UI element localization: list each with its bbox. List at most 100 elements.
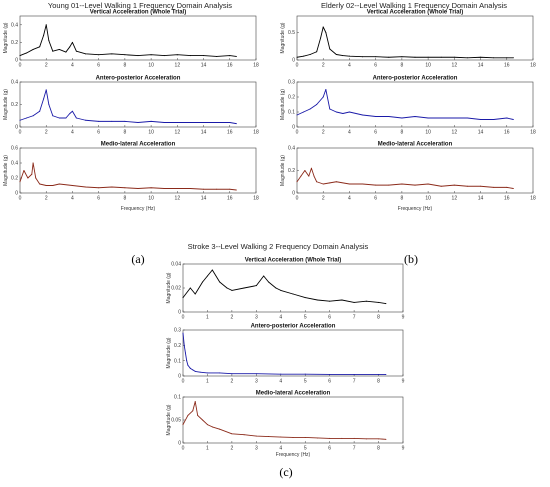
data-point [235, 55, 237, 57]
data-point [512, 57, 514, 59]
data-point [206, 372, 208, 374]
data-point [187, 414, 189, 416]
data-point [388, 184, 390, 186]
data-point [137, 188, 139, 189]
panel-caption: (b) [404, 252, 418, 266]
y-tick-label: 0 [292, 58, 295, 64]
x-tick-label: 3 [255, 379, 258, 385]
data-point [111, 120, 113, 122]
x-tick-label: 1 [206, 379, 209, 385]
x-tick-label: 10 [148, 130, 154, 136]
y-tick-label: 0.2 [288, 168, 295, 174]
data-point [296, 56, 298, 58]
data-point [480, 119, 482, 120]
subplot-title: Medio-lateral Acceleration [101, 142, 176, 148]
data-point [329, 48, 331, 50]
y-tick-label: 0.2 [174, 343, 181, 349]
data-point [229, 188, 231, 190]
x-tick-label: 2 [230, 315, 233, 321]
data-point [229, 55, 231, 57]
data-point [493, 119, 495, 120]
data-point [69, 46, 71, 48]
x-axis-label: Frequency (Hz) [121, 206, 156, 212]
data-point [182, 332, 184, 334]
y-tick-label: 0.02 [171, 286, 181, 292]
subplot-1: Vertical Acceleration (Whole Trial) 0 0.2 0… [3, 10, 259, 69]
chart-panel-1: Young 01--Level Walking 1 Frequency Doma… [3, 1, 259, 266]
series-line [296, 167, 514, 189]
data-point [231, 289, 233, 291]
x-tick-label: 18 [530, 196, 536, 202]
data-point [255, 373, 257, 375]
data-point [375, 184, 377, 186]
chart-title: Elderly 02--Level Walking 1 Frequency Do… [321, 1, 507, 10]
y-tick-label: 0 [178, 441, 181, 447]
data-point [275, 287, 277, 289]
x-tick-label: 16 [227, 196, 233, 202]
data-point [365, 300, 367, 302]
data-point [98, 120, 100, 122]
plot-frame [19, 81, 257, 128]
data-point [365, 438, 367, 440]
data-point [335, 181, 337, 183]
y-tick-label: 0 [292, 125, 295, 131]
x-tick-label: 1 [206, 315, 209, 321]
x-tick-label: 8 [377, 446, 380, 452]
data-point [303, 55, 305, 57]
data-point [348, 55, 350, 57]
data-point [480, 185, 482, 187]
data-point [292, 436, 294, 438]
data-point [453, 184, 455, 186]
data-point [362, 183, 364, 185]
data-point [296, 181, 298, 183]
data-point [203, 188, 205, 190]
y-tick-label: 0.2 [11, 176, 18, 182]
data-point [163, 122, 165, 123]
data-point [440, 185, 442, 187]
x-tick-label: 0 [182, 315, 185, 321]
y-tick-label: 0.2 [11, 40, 18, 46]
x-tick-label: 4 [348, 63, 351, 69]
data-point [362, 114, 364, 116]
x-tick-label: 5 [304, 379, 307, 385]
data-point [187, 364, 189, 366]
series-line [19, 24, 237, 57]
data-point [493, 186, 495, 188]
data-point [189, 55, 191, 57]
x-tick-label: 10 [425, 130, 431, 136]
x-tick-label: 6 [97, 130, 100, 136]
x-tick-label: 8 [400, 196, 403, 202]
y-tick-label: 0.3 [288, 80, 295, 86]
data-point [466, 117, 468, 119]
data-point [300, 175, 302, 177]
x-tick-label: 6 [374, 63, 377, 69]
data-point [231, 373, 233, 375]
data-point [176, 54, 178, 56]
data-point [39, 110, 41, 112]
y-axis-label: Magnitude (g) [166, 272, 172, 303]
series-line [182, 269, 386, 305]
y-tick-label: 0.6 [11, 146, 18, 152]
data-point [255, 285, 257, 287]
data-point [335, 111, 337, 113]
data-point [23, 170, 25, 171]
data-point [316, 104, 318, 105]
data-point [308, 175, 310, 177]
x-tick-label: 8 [123, 196, 126, 202]
data-point [194, 370, 196, 372]
data-point [453, 56, 455, 58]
data-point [453, 117, 455, 119]
data-point [71, 110, 73, 112]
data-point [329, 373, 331, 375]
data-point [192, 369, 194, 371]
data-point [313, 175, 315, 177]
x-tick-label: 2 [45, 63, 48, 69]
x-tick-label: 3 [255, 315, 258, 321]
y-tick-label: 0.4 [11, 161, 18, 167]
data-point [427, 117, 429, 119]
x-tick-label: 2 [230, 446, 233, 452]
data-point [32, 162, 34, 164]
x-tick-label: 7 [353, 315, 356, 321]
data-point [310, 167, 312, 169]
data-point [85, 53, 87, 55]
